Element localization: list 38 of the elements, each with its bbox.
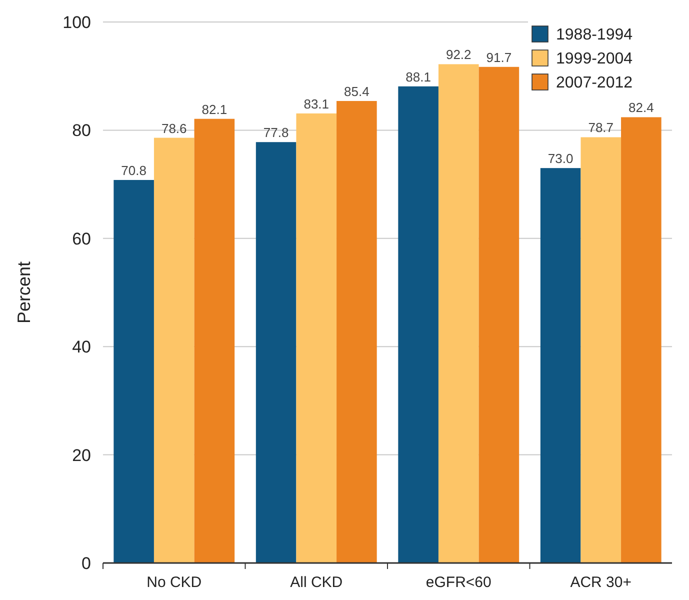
y-tick-label: 20 <box>72 446 91 465</box>
data-label: 92.2 <box>446 47 472 62</box>
y-tick-label: 80 <box>72 121 91 140</box>
data-label: 82.1 <box>202 102 228 117</box>
data-label: 78.6 <box>161 120 187 136</box>
y-tick-label: 60 <box>72 229 91 248</box>
y-tick-label: 100 <box>62 12 91 32</box>
bar <box>621 117 662 563</box>
legend-label: 2007-2012 <box>556 74 633 92</box>
y-tick-label: 0 <box>82 554 91 573</box>
bar <box>194 118 235 563</box>
bar <box>438 64 479 563</box>
bar <box>256 142 296 563</box>
legend-label: 1999-2004 <box>556 50 633 68</box>
x-tick-label: No CKD <box>146 574 202 591</box>
bar <box>580 137 622 563</box>
data-label: 88.1 <box>406 69 431 84</box>
data-label: 77.8 <box>263 125 289 140</box>
data-label: 83.1 <box>304 96 330 112</box>
bar <box>114 180 154 563</box>
bar <box>478 66 520 563</box>
legend-label: 1988-1994 <box>556 26 633 44</box>
data-label: 78.7 <box>588 120 614 136</box>
data-label: 82.4 <box>628 100 654 116</box>
bar <box>296 113 337 563</box>
data-label: 91.7 <box>486 50 512 65</box>
x-tick-label: ACR 30+ <box>570 574 632 591</box>
bar <box>540 168 581 563</box>
x-tick-label: eGFR<60 <box>426 574 492 591</box>
y-tick-label: 40 <box>72 338 91 357</box>
data-label: 85.4 <box>344 84 370 99</box>
bar <box>336 100 377 563</box>
data-label: 73.0 <box>548 151 574 166</box>
y-axis-title: Percent <box>14 261 34 324</box>
x-tick-label: All CKD <box>290 574 343 591</box>
data-label: 70.8 <box>121 162 146 178</box>
bar <box>398 86 438 563</box>
bar <box>154 138 194 563</box>
